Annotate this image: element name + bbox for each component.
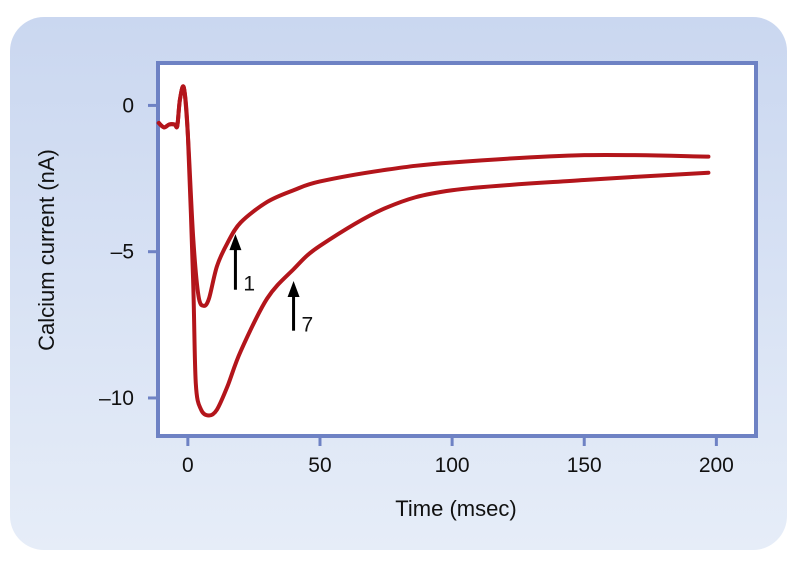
x-axis-title: Time (msec): [395, 496, 516, 521]
y-tick-label: –5: [111, 241, 134, 264]
arrowhead-icon: [229, 234, 242, 251]
x-tick-label: 50: [308, 454, 331, 477]
y-tick-label: –10: [99, 387, 134, 410]
annotation-label: 1: [243, 273, 255, 296]
y-tick-label: 0: [122, 94, 134, 117]
y-axis-title: Calcium current (nA): [34, 149, 59, 351]
plot-frame: [156, 61, 758, 438]
x-tick-label: 150: [567, 454, 602, 477]
x-tick-label: 0: [182, 454, 194, 477]
x-tick-label: 200: [699, 454, 734, 477]
arrowhead-icon: [287, 280, 300, 297]
series-line-7: [156, 84, 711, 418]
x-tick-label: 100: [435, 454, 470, 477]
annotation-label: 7: [302, 314, 314, 337]
